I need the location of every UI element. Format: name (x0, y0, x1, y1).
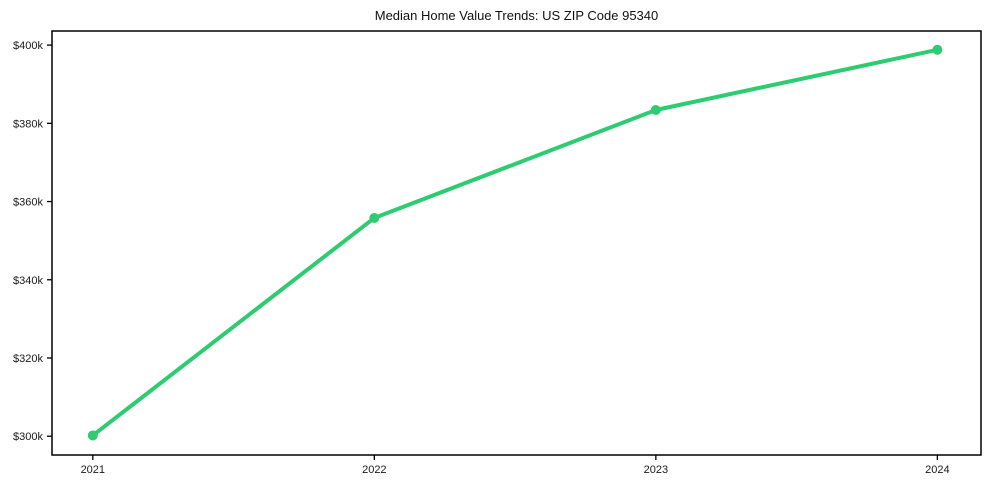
data-point-2023 (650, 105, 661, 116)
y-tick-label: $320k (13, 353, 43, 365)
y-tick-label: $400k (13, 40, 43, 52)
x-tick-label: 2022 (362, 464, 386, 476)
x-tick-label: 2021 (81, 464, 105, 476)
chart-title: Median Home Value Trends: US ZIP Code 95… (374, 8, 659, 23)
trend-line (90, 47, 940, 438)
y-tick-label: $300k (13, 431, 43, 443)
y-tick-label: $380k (13, 118, 43, 130)
y-tick-label: $340k (13, 275, 43, 287)
y-tick-label: $360k (13, 197, 43, 209)
data-point-2022 (369, 212, 380, 223)
x-tick-label: 2023 (644, 464, 668, 476)
plot-border (51, 30, 982, 456)
x-tick-label: 2024 (925, 464, 949, 476)
data-point-2024 (932, 44, 943, 55)
data-point-2021 (87, 430, 98, 441)
